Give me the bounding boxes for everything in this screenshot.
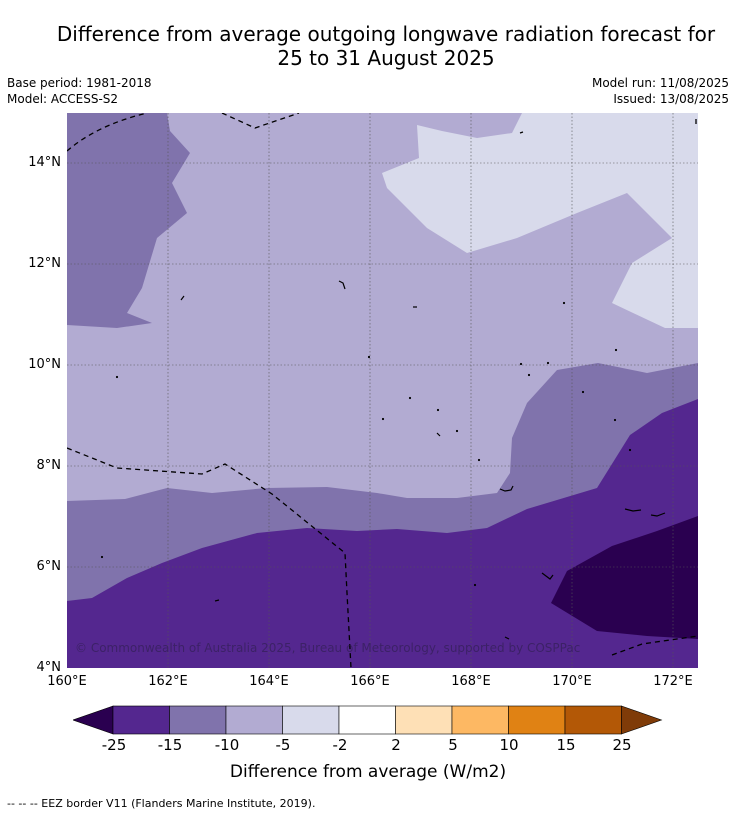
colorbar-extend-low (72, 705, 114, 735)
colorbar (72, 705, 663, 739)
colorbar-tick: 10 (499, 736, 519, 754)
map-title-line1: Difference from average outgoing longwav… (56, 22, 716, 46)
colorbar-tick: 15 (556, 736, 576, 754)
anomaly-map (67, 113, 698, 668)
lat-tick-4n: 4°N (36, 660, 62, 675)
lat-tick-14n: 14°N (28, 155, 61, 170)
region-minus15 (67, 399, 698, 668)
lon-tick-164e: 164°E (249, 674, 289, 689)
lon-tick-172e: 172°E (653, 674, 693, 689)
colorbar-segment (282, 705, 340, 735)
lat-tick-8n: 8°N (36, 458, 62, 473)
colorbar-tick: 2 (391, 736, 401, 754)
lat-tick-10n: 10°N (28, 357, 61, 372)
colorbar-extend-high (621, 705, 663, 735)
lon-tick-166e: 166°E (350, 674, 390, 689)
colorbar-segment (112, 705, 170, 735)
colorbar-segment (225, 705, 283, 735)
map-area (67, 113, 698, 668)
colorbar-label: Difference from average (W/m2) (229, 762, 507, 782)
lon-tick-160e: 160°E (47, 674, 87, 689)
colorbar-segment (508, 705, 566, 735)
colorbar-tick: -5 (275, 736, 291, 754)
model-name: Model: ACCESS-S2 (7, 92, 119, 106)
lon-tick-168e: 168°E (451, 674, 491, 689)
colorbar-tick: 25 (612, 736, 632, 754)
region-minus10-northwest (67, 113, 190, 328)
eez-border (67, 113, 698, 668)
colorbar-segment (338, 705, 396, 735)
base-period: Base period: 1981-2018 (7, 76, 152, 90)
colorbar-segment (451, 705, 509, 735)
colorbar-segment (564, 705, 622, 735)
meta-left: Base period: 1981-2018 Model: ACCESS-S2 (7, 75, 152, 107)
issued-date: Issued: 13/08/2025 (613, 92, 729, 106)
colorbar-tick: 5 (448, 736, 458, 754)
meta-right: Model run: 11/08/2025 Issued: 13/08/2025 (592, 75, 729, 107)
lon-tick-162e: 162°E (148, 674, 188, 689)
eez-legend-note: -- -- -- EEZ border V11 (Flanders Marine… (7, 797, 316, 810)
map-title: Difference from average outgoing longwav… (0, 22, 736, 70)
colorbar-tick: -2 (332, 736, 348, 754)
lon-tick-170e: 170°E (552, 674, 592, 689)
map-title-line2: 25 to 31 August 2025 (277, 46, 495, 70)
colorbar-tick: -25 (101, 736, 127, 754)
colorbar-segment (169, 705, 227, 735)
colorbar-segment (395, 705, 453, 735)
copyright-notice: © Commonwealth of Australia 2025, Bureau… (75, 641, 581, 655)
lat-tick-6n: 6°N (36, 559, 62, 574)
lat-tick-12n: 12°N (28, 256, 61, 271)
colorbar-graphic (72, 705, 663, 735)
graticule (67, 113, 698, 668)
colorbar-tick: -10 (214, 736, 240, 754)
atolls (100, 301, 632, 587)
region-minus25 (551, 516, 698, 639)
islands (180, 131, 666, 640)
colorbar-tick: -15 (157, 736, 183, 754)
model-run: Model run: 11/08/2025 (591, 76, 729, 90)
region-minus2-northeast (382, 113, 698, 328)
